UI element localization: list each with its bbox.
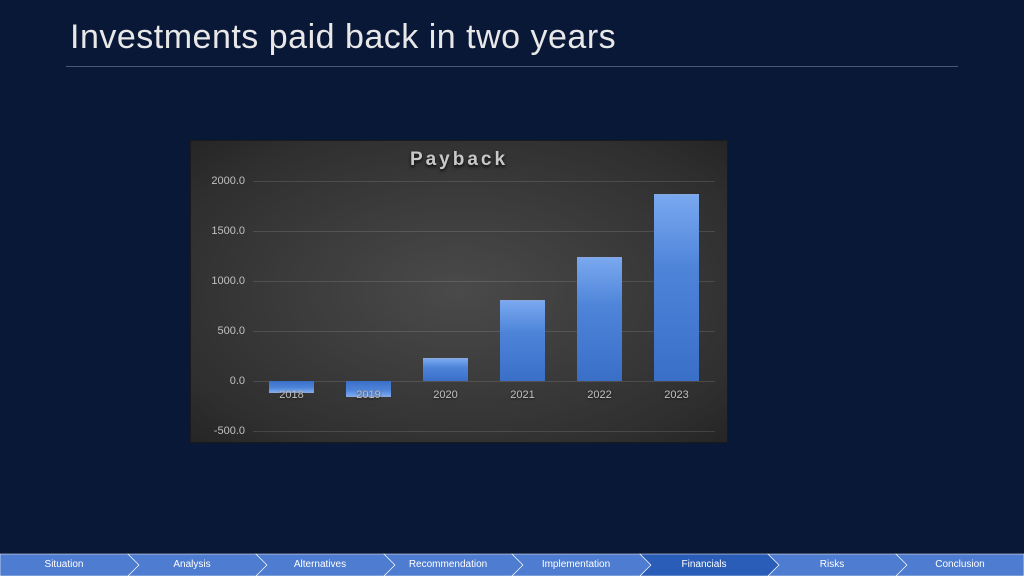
x-axis-label: 2021	[510, 389, 534, 401]
y-axis-label: 1500.0	[195, 225, 245, 237]
x-axis-label: 2018	[279, 389, 303, 401]
nav-step-situation[interactable]: Situation	[0, 554, 128, 576]
x-axis-label: 2023	[664, 389, 688, 401]
nav-step-label: Analysis	[173, 559, 210, 570]
chart-bar	[423, 358, 468, 381]
title-divider	[66, 66, 958, 67]
chart-gridline	[253, 231, 715, 232]
chart-bar	[577, 257, 622, 381]
nav-step-label: Alternatives	[294, 559, 346, 570]
nav-step-label: Risks	[820, 559, 844, 570]
y-axis-label: 1000.0	[195, 275, 245, 287]
nav-step-label: Implementation	[542, 559, 610, 570]
y-axis-label: -500.0	[195, 425, 245, 437]
nav-step-recommendation[interactable]: Recommendation	[384, 554, 512, 576]
nav-step-label: Conclusion	[935, 559, 984, 570]
nav-step-conclusion[interactable]: Conclusion	[896, 554, 1024, 576]
y-axis-label: 500.0	[195, 325, 245, 337]
y-axis-label: 2000.0	[195, 175, 245, 187]
chart-title: Payback	[191, 149, 727, 171]
page-title: Investments paid back in two years	[70, 18, 616, 57]
chart-gridline	[253, 281, 715, 282]
breadcrumb-nav: Situation Analysis Alternatives Recommendat…	[0, 554, 1024, 576]
chart-bar	[654, 194, 699, 381]
nav-step-analysis[interactable]: Analysis	[128, 554, 256, 576]
nav-step-label: Recommendation	[409, 559, 487, 570]
nav-step-label: Financials	[681, 559, 726, 570]
chart-gridline	[253, 181, 715, 182]
y-axis-label: 0.0	[195, 375, 245, 387]
nav-step-implementation[interactable]: Implementation	[512, 554, 640, 576]
chart-bar	[500, 300, 545, 381]
chart-gridline	[253, 381, 715, 382]
nav-step-label: Situation	[45, 559, 84, 570]
nav-step-risks[interactable]: Risks	[768, 554, 896, 576]
chart-gridline	[253, 331, 715, 332]
nav-step-alternatives[interactable]: Alternatives	[256, 554, 384, 576]
x-axis-label: 2019	[356, 389, 380, 401]
chart-plot-area	[253, 181, 715, 431]
chart-gridline	[253, 431, 715, 432]
nav-step-financials[interactable]: Financials	[640, 554, 768, 576]
x-axis-label: 2022	[587, 389, 611, 401]
x-axis-label: 2020	[433, 389, 457, 401]
payback-chart: Payback -500.0 0.0 500.0 1000.0 1500.0 2000.0…	[190, 140, 728, 443]
